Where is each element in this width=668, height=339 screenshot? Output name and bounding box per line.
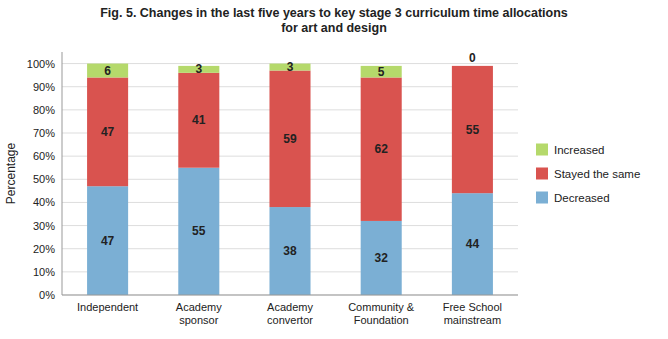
data-label: 55 (192, 224, 206, 238)
x-axis-line (62, 295, 518, 296)
x-tick-label: Academysponsor (176, 301, 222, 326)
data-label: 3 (195, 62, 202, 76)
bar-segment (269, 71, 310, 208)
text-line: mainstream (444, 314, 501, 326)
text-line: Academy (176, 301, 222, 313)
text-line: Academy (267, 301, 313, 313)
bar-segment (452, 66, 493, 193)
y-tick-label: 0% (39, 289, 55, 301)
legend-label: Decreased (554, 192, 610, 204)
x-tick-label: Free Schoolmainstream (443, 301, 502, 326)
legend-label: Increased (554, 144, 605, 156)
bar-segment (361, 77, 402, 220)
text-line: Foundation (354, 314, 409, 326)
bar-segment (452, 193, 493, 295)
y-axis-label: Percentage (4, 142, 18, 204)
text-line: convertor (267, 314, 313, 326)
x-tick-label: Academyconvertor (267, 301, 313, 326)
text-line: Independent (77, 301, 138, 313)
text-line: Community & (348, 301, 415, 313)
bar-segment (178, 73, 219, 168)
data-label: 47 (101, 234, 115, 248)
data-label: 5 (378, 65, 385, 79)
y-tick-label: 10% (33, 266, 55, 278)
legend: Increased Stayed the same Decreased (536, 144, 640, 204)
text-line: for art and design (281, 21, 387, 35)
bars (87, 64, 493, 295)
y-tick-label: 20% (33, 243, 55, 255)
data-label: 32 (375, 251, 389, 265)
y-tick-label: 100% (27, 58, 55, 70)
y-tick-label: 70% (33, 127, 55, 139)
data-label: 44 (466, 237, 480, 251)
data-label: 62 (375, 142, 389, 156)
y-tick-label: 50% (33, 173, 55, 185)
bar-segment (361, 221, 402, 295)
chart: Fig. 5. Changes in the last five years t… (0, 0, 668, 339)
text-line: Free School (443, 301, 502, 313)
bar-segment (87, 77, 128, 186)
data-label: 38 (283, 244, 297, 258)
data-label: 55 (466, 123, 480, 137)
data-label: 41 (192, 113, 206, 127)
data-label: 59 (283, 132, 297, 146)
grid (62, 64, 518, 295)
bar-segment (452, 65, 493, 66)
data-label: 3 (287, 60, 294, 74)
y-tick-label: 90% (33, 81, 55, 93)
title: Fig. 5. Changes in the last five years t… (100, 6, 568, 35)
legend-swatch (536, 144, 548, 156)
data-label: 6 (104, 64, 111, 78)
data-label: 0 (469, 51, 476, 65)
bar-segment (87, 186, 128, 295)
x-tick-label: Independent (77, 301, 138, 313)
x-tick-label: Community &Foundation (348, 301, 415, 326)
y-tick-label: 60% (33, 150, 55, 162)
legend-swatch (536, 192, 548, 204)
y-tick-label: 30% (33, 220, 55, 232)
text-line: Fig. 5. Changes in the last five years t… (100, 6, 568, 20)
data-labels: 47 47 6 55 41 3 38 59 3 32 62 5 44 55 0 (101, 51, 479, 265)
text-line: sponsor (179, 314, 218, 326)
bar-segment (269, 207, 310, 295)
y-tick-label: 40% (33, 196, 55, 208)
y-axis-line (62, 52, 63, 295)
data-label: 47 (101, 125, 115, 139)
y-tick-label: 80% (33, 104, 55, 116)
bar-segment (87, 64, 128, 78)
legend-label: Stayed the same (554, 168, 640, 180)
grid-line (62, 295, 518, 296)
bar-segment (178, 168, 219, 295)
legend-swatch (536, 168, 548, 180)
